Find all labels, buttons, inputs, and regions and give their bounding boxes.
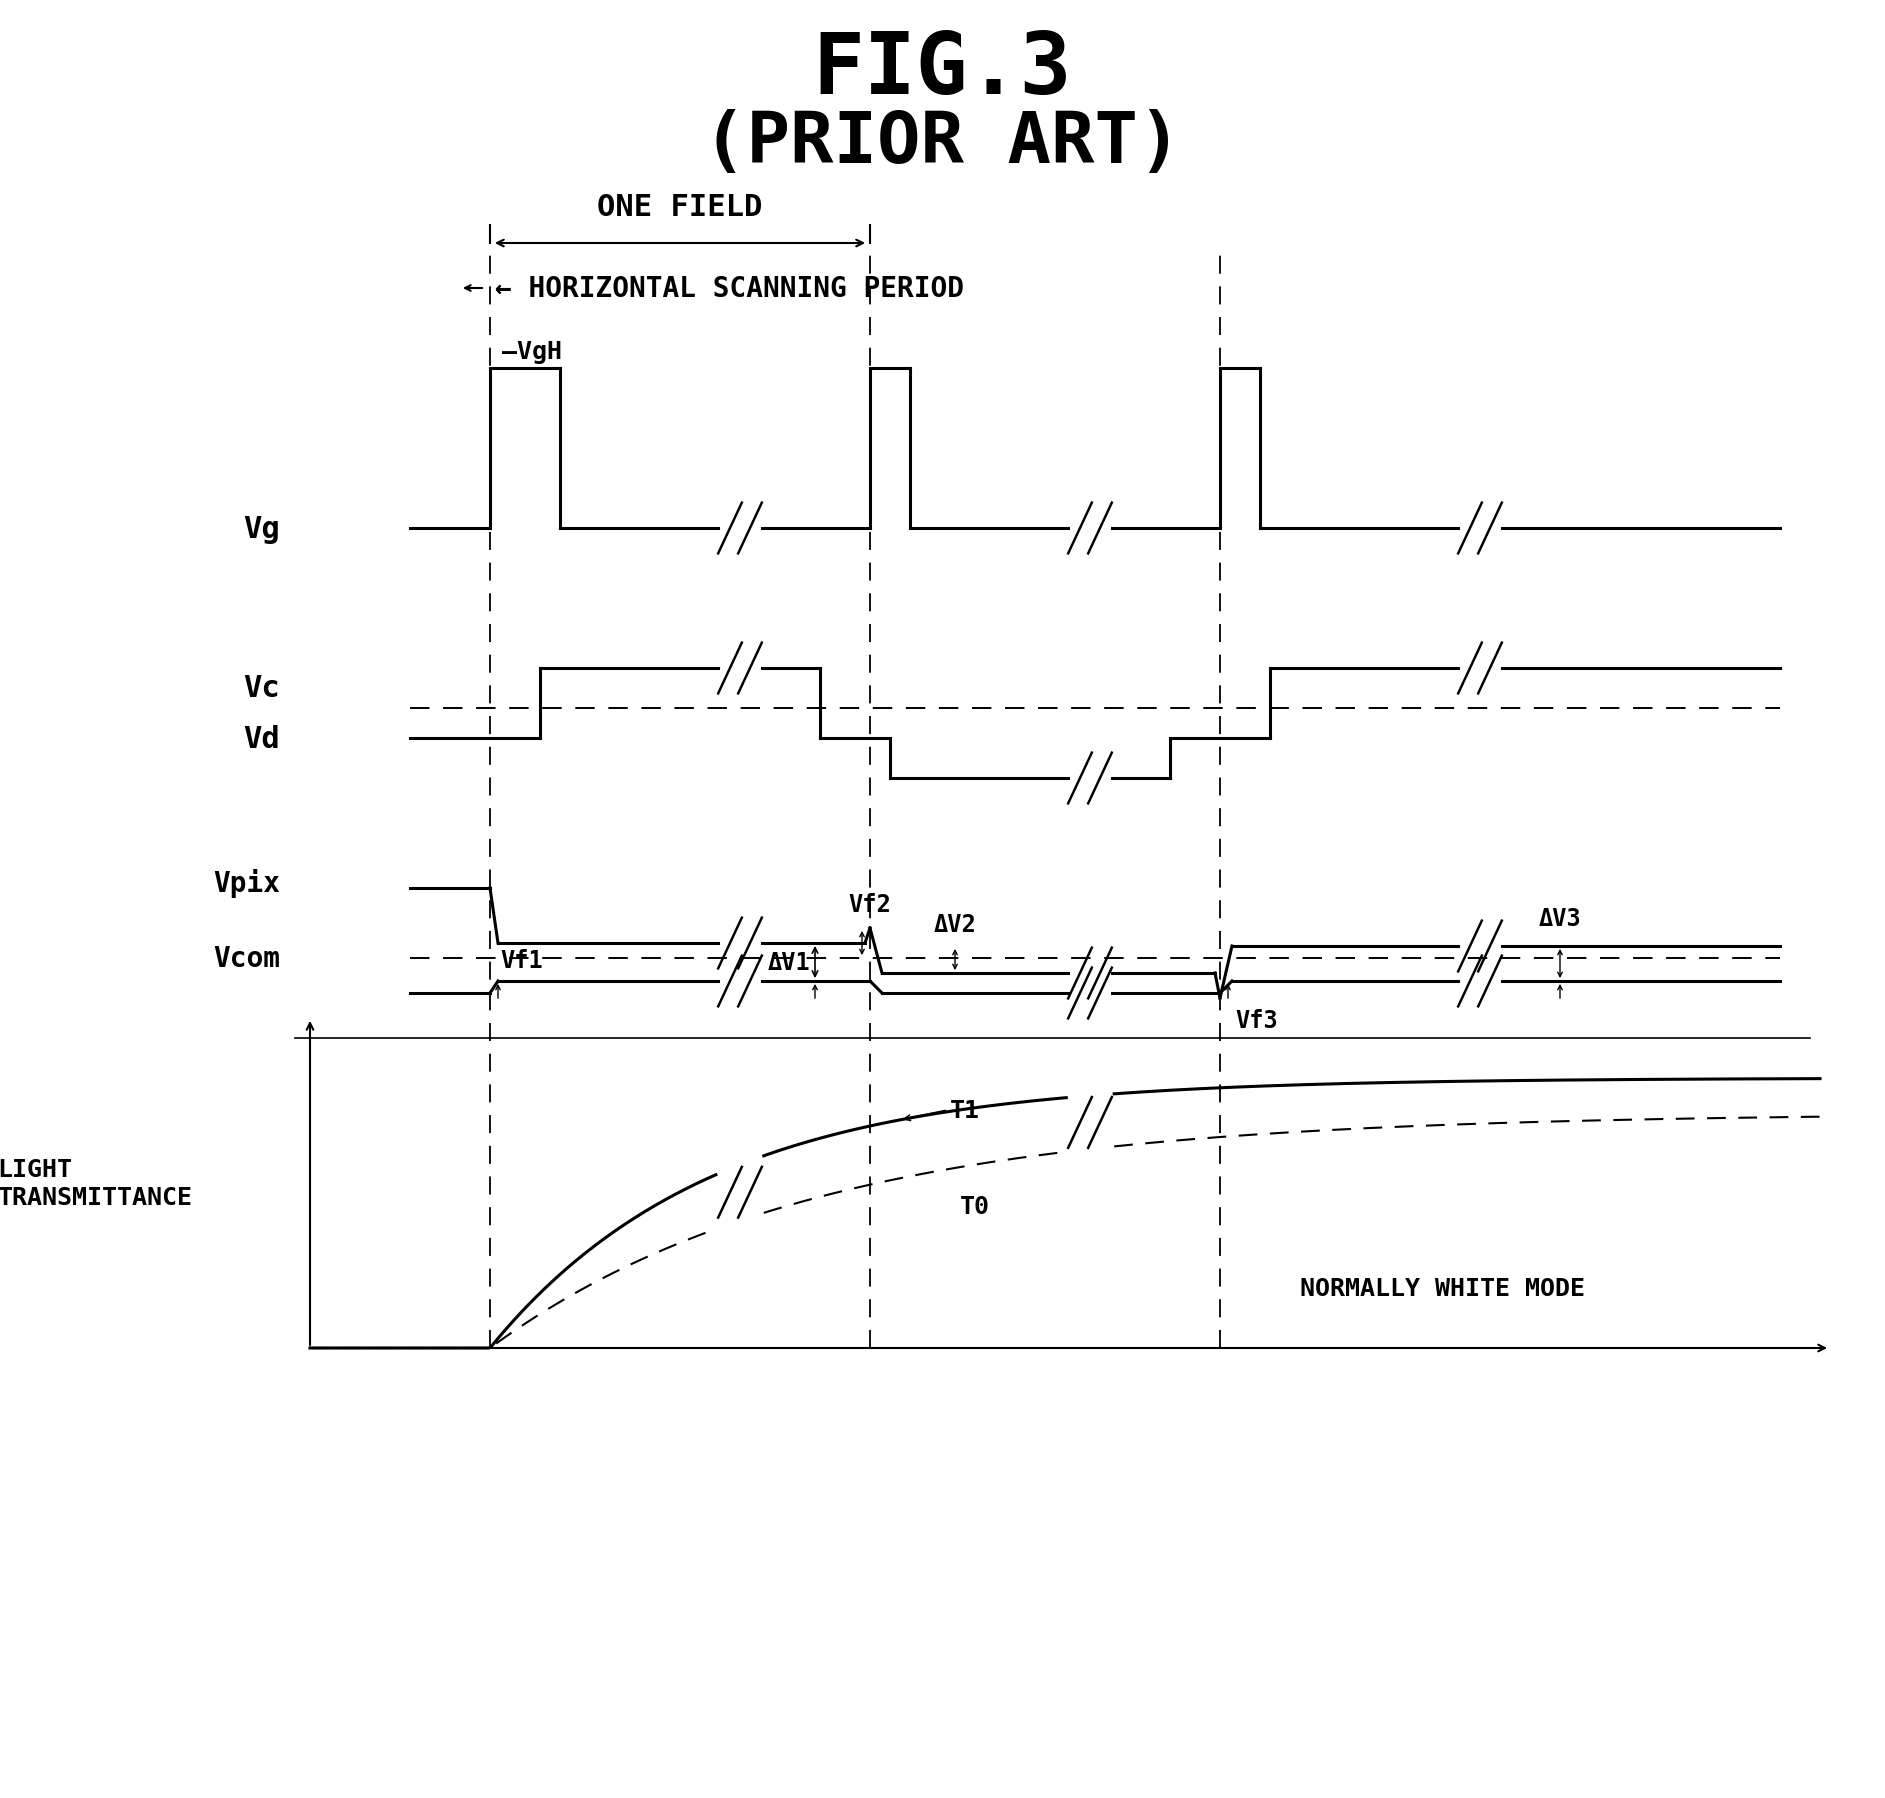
Text: Vf3: Vf3: [1235, 1009, 1278, 1032]
Text: Vg: Vg: [243, 514, 281, 543]
Text: T1: T1: [950, 1099, 980, 1122]
Text: –VgH: –VgH: [501, 340, 562, 363]
Text: ΔV2: ΔV2: [933, 913, 976, 937]
Text: (PRIOR ART): (PRIOR ART): [703, 110, 1182, 178]
Text: Vf1: Vf1: [500, 949, 543, 973]
Text: ΔV1: ΔV1: [767, 951, 811, 975]
Text: ← HORIZONTAL SCANNING PERIOD: ← HORIZONTAL SCANNING PERIOD: [496, 275, 963, 302]
Text: FIG.3: FIG.3: [812, 29, 1073, 111]
Text: T0: T0: [959, 1194, 990, 1217]
Text: Vcom: Vcom: [213, 944, 281, 973]
Text: Vc: Vc: [243, 674, 281, 703]
Text: ΔV3: ΔV3: [1538, 906, 1582, 931]
Text: ONE FIELD: ONE FIELD: [598, 192, 763, 221]
Text: Vpix: Vpix: [213, 868, 281, 897]
Text: NORMALLY WHITE MODE: NORMALLY WHITE MODE: [1301, 1277, 1585, 1300]
Text: Vf2: Vf2: [848, 892, 892, 917]
Text: Vd: Vd: [243, 725, 281, 753]
Text: LIGHT
TRANSMITTANCE: LIGHT TRANSMITTANCE: [0, 1158, 192, 1210]
